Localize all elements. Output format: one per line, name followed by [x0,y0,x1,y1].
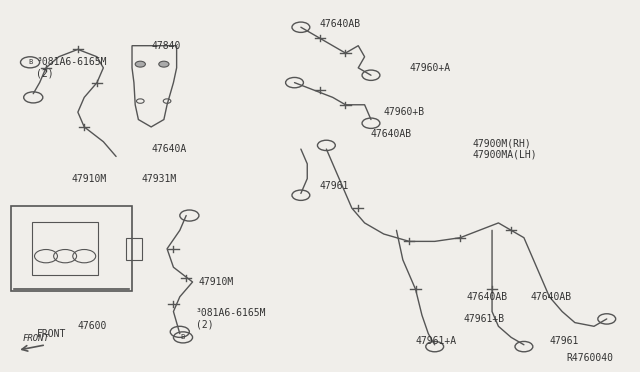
Text: 47960+B: 47960+B [384,107,425,117]
Text: 47640AB: 47640AB [531,292,572,302]
Circle shape [159,61,169,67]
Text: B: B [28,59,32,65]
Text: 47961: 47961 [320,181,349,191]
Text: 47640AB: 47640AB [320,19,361,29]
Text: 47840: 47840 [151,41,180,51]
Text: B: B [181,334,185,340]
Text: ³081A6-6165M
(2): ³081A6-6165M (2) [36,57,107,78]
Text: 47960+A: 47960+A [409,63,451,73]
Text: 47961+A: 47961+A [415,336,457,346]
Text: 47640AB: 47640AB [371,129,412,139]
Text: ³081A6-6165M
(2): ³081A6-6165M (2) [196,308,266,330]
Text: 47931M: 47931M [141,174,177,184]
Circle shape [135,61,145,67]
Text: 47640AB: 47640AB [467,292,508,302]
Text: 47600: 47600 [78,321,108,331]
Text: 47910M: 47910M [72,174,107,184]
Text: FRONT: FRONT [23,334,50,343]
Text: 47961: 47961 [549,336,579,346]
Text: 47961+B: 47961+B [463,314,504,324]
Text: 47900M(RH)
47900MA(LH): 47900M(RH) 47900MA(LH) [473,138,538,160]
Text: 47910M: 47910M [199,277,234,287]
Text: R4760040: R4760040 [566,353,613,363]
Text: 47640A: 47640A [151,144,186,154]
Text: FRONT: FRONT [36,329,66,339]
